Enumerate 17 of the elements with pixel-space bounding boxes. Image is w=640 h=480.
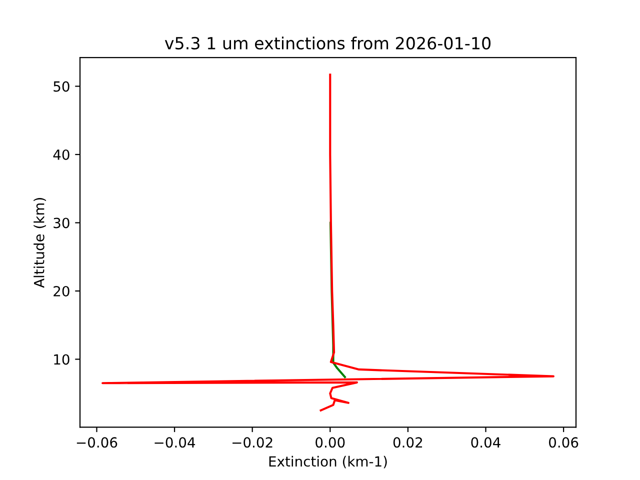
x-tick-label: −0.04 (154, 437, 196, 448)
x-axis-title: Extinction (km-1) (269, 456, 387, 468)
x-tick-label: 0.02 (393, 437, 422, 448)
line-series (329, 222, 346, 378)
y-tick-label: 10 (54, 354, 70, 365)
x-tick-label: 0.06 (549, 437, 578, 448)
y-tick-label: 40 (53, 149, 70, 160)
x-tick-label: 0.00 (316, 437, 345, 448)
line-series (102, 74, 554, 412)
y-axis-title: Altitude (km) (34, 198, 46, 288)
x-tick-label: −0.02 (232, 437, 272, 448)
chart-title: v5.3 1 um extinctions from 2026-01-10 (164, 36, 491, 50)
y-tick-label: 20 (54, 286, 70, 296)
x-tick-label: −0.06 (76, 437, 118, 448)
y-tick-label: 50 (54, 81, 70, 92)
y-tick-label: 30 (54, 218, 70, 228)
x-tick-label: 0.04 (471, 437, 500, 448)
